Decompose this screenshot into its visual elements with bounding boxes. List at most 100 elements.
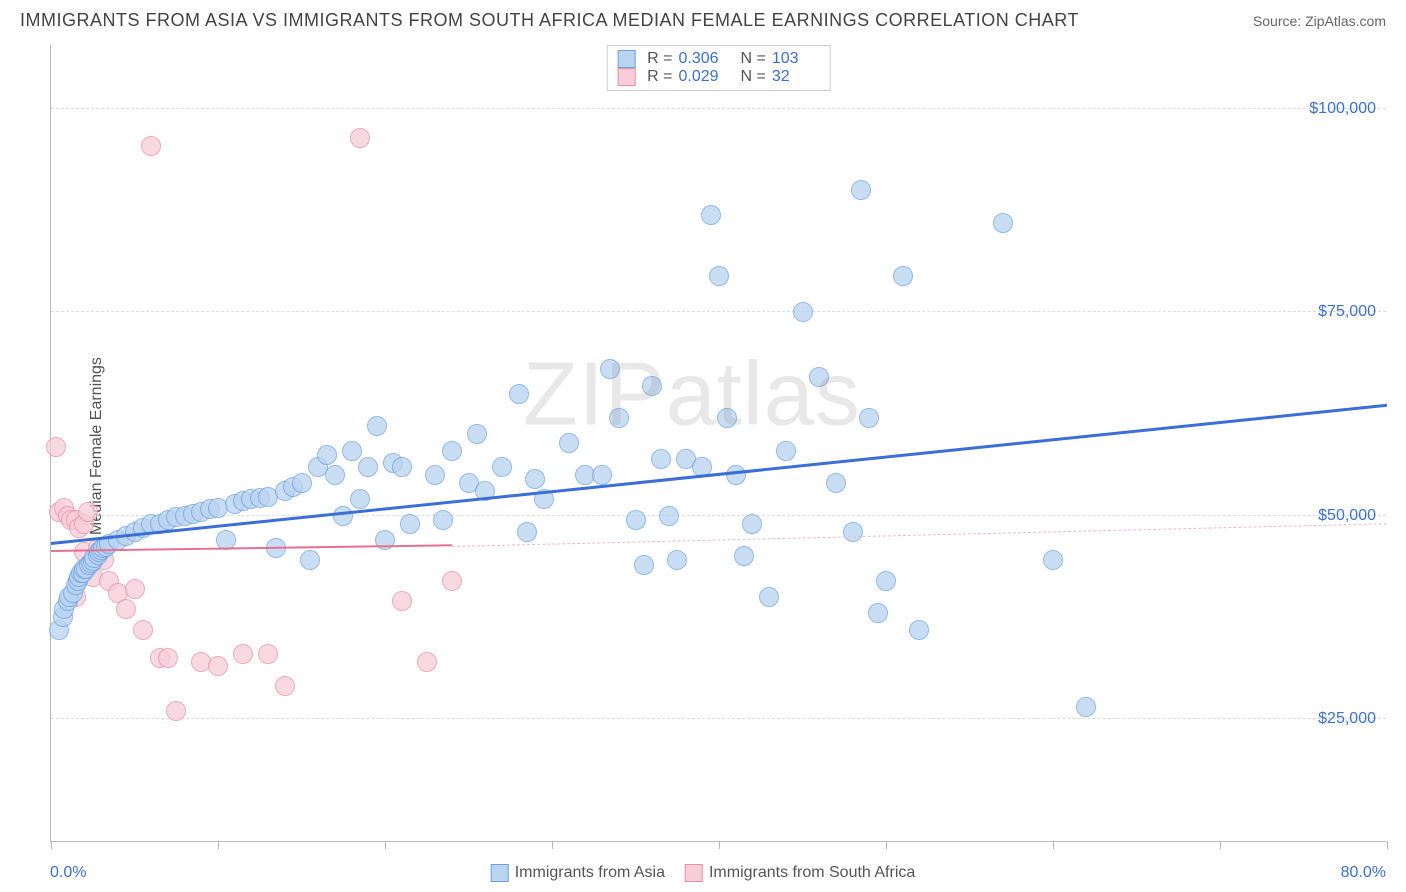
- data-point: [433, 510, 453, 530]
- x-tick: [886, 841, 887, 849]
- data-point: [141, 136, 161, 156]
- legend-swatch: [491, 864, 509, 882]
- data-point: [626, 510, 646, 530]
- data-point: [659, 506, 679, 526]
- data-point: [125, 579, 145, 599]
- gridline: [51, 311, 1386, 312]
- data-point: [233, 644, 253, 664]
- y-tick-label: $75,000: [1318, 303, 1376, 321]
- data-point: [726, 465, 746, 485]
- data-point: [734, 546, 754, 566]
- data-point: [166, 701, 186, 721]
- legend-swatch: [617, 68, 635, 86]
- data-point: [342, 441, 362, 461]
- data-point: [559, 433, 579, 453]
- data-point: [317, 445, 337, 465]
- data-point: [609, 408, 629, 428]
- data-point: [909, 620, 929, 640]
- data-point: [701, 205, 721, 225]
- x-min-label: 0.0%: [50, 864, 86, 882]
- data-point: [492, 457, 512, 477]
- data-point: [667, 550, 687, 570]
- data-point: [358, 457, 378, 477]
- data-point: [333, 506, 353, 526]
- gridline: [51, 718, 1386, 719]
- data-point: [46, 437, 66, 457]
- data-point: [509, 384, 529, 404]
- legend-item: Immigrants from South Africa: [685, 864, 915, 882]
- data-point: [651, 449, 671, 469]
- data-point: [442, 571, 462, 591]
- gridline: [51, 108, 1386, 109]
- x-tick: [552, 841, 553, 849]
- data-point: [809, 367, 829, 387]
- data-point: [350, 489, 370, 509]
- x-tick: [719, 841, 720, 849]
- data-point: [417, 652, 437, 672]
- watermark: ZIPatlas: [523, 344, 861, 447]
- gridline: [51, 515, 1386, 516]
- chart-title: IMMIGRANTS FROM ASIA VS IMMIGRANTS FROM …: [20, 10, 1079, 31]
- source-attribution: Source: ZipAtlas.com: [1253, 13, 1386, 29]
- y-tick-label: $100,000: [1309, 100, 1376, 118]
- data-point: [442, 441, 462, 461]
- y-tick-label: $25,000: [1318, 710, 1376, 728]
- data-point: [893, 266, 913, 286]
- scatter-chart: R =0.306N =103R =0.029N =32 ZIPatlas $25…: [50, 45, 1386, 842]
- data-point: [258, 644, 278, 664]
- data-point: [525, 469, 545, 489]
- legend-row: R =0.029N =32: [617, 68, 820, 86]
- data-point: [275, 676, 295, 696]
- data-point: [1076, 697, 1096, 717]
- data-point: [642, 376, 662, 396]
- data-point: [367, 416, 387, 436]
- data-point: [208, 656, 228, 676]
- correlation-legend: R =0.306N =103R =0.029N =32: [606, 45, 831, 91]
- data-point: [158, 648, 178, 668]
- data-point: [467, 424, 487, 444]
- x-tick: [1220, 841, 1221, 849]
- data-point: [116, 599, 136, 619]
- data-point: [517, 522, 537, 542]
- data-point: [1043, 550, 1063, 570]
- data-point: [392, 591, 412, 611]
- data-point: [859, 408, 879, 428]
- legend-swatch: [617, 50, 635, 68]
- data-point: [843, 522, 863, 542]
- y-tick-label: $50,000: [1318, 507, 1376, 525]
- legend-row: R =0.306N =103: [617, 50, 820, 68]
- trendline: [452, 523, 1387, 547]
- x-tick: [1387, 841, 1388, 849]
- data-point: [133, 620, 153, 640]
- data-point: [876, 571, 896, 591]
- data-point: [851, 180, 871, 200]
- data-point: [742, 514, 762, 534]
- data-point: [392, 457, 412, 477]
- x-tick: [1053, 841, 1054, 849]
- legend-swatch: [685, 864, 703, 882]
- data-point: [425, 465, 445, 485]
- data-point: [826, 473, 846, 493]
- data-point: [592, 465, 612, 485]
- x-tick: [51, 841, 52, 849]
- data-point: [400, 514, 420, 534]
- data-point: [634, 555, 654, 575]
- data-point: [600, 359, 620, 379]
- data-point: [709, 266, 729, 286]
- data-point: [993, 213, 1013, 233]
- data-point: [868, 603, 888, 623]
- x-max-label: 80.0%: [1341, 864, 1386, 882]
- x-tick: [385, 841, 386, 849]
- series-legend: Immigrants from Asia Immigrants from Sout…: [491, 864, 916, 882]
- data-point: [350, 128, 370, 148]
- data-point: [759, 587, 779, 607]
- legend-item: Immigrants from Asia: [491, 864, 665, 882]
- data-point: [325, 465, 345, 485]
- x-tick: [218, 841, 219, 849]
- data-point: [793, 302, 813, 322]
- data-point: [78, 502, 98, 522]
- data-point: [776, 441, 796, 461]
- data-point: [717, 408, 737, 428]
- data-point: [292, 473, 312, 493]
- data-point: [300, 550, 320, 570]
